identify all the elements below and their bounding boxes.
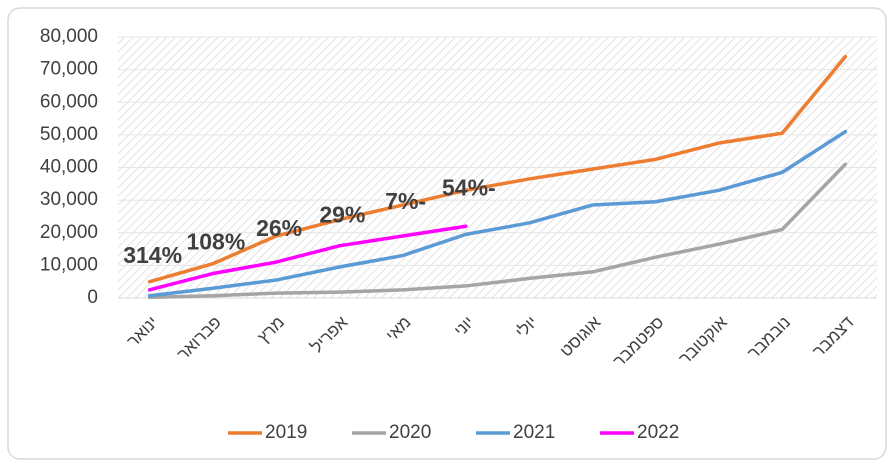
series-line <box>147 224 468 292</box>
y-tick-label: 50,000 <box>40 124 98 145</box>
annotation: 108% <box>186 229 245 255</box>
y-tick-label: 60,000 <box>40 91 98 112</box>
legend-label: 2020 <box>389 422 431 443</box>
y-tick-label: 80,000 <box>40 26 98 47</box>
y-tick-label: 20,000 <box>40 222 98 243</box>
y-tick-label: 0 <box>87 287 98 308</box>
y-tick-label: 30,000 <box>40 189 98 210</box>
series-line <box>147 129 848 298</box>
annotation: 54%- <box>442 175 496 201</box>
legend-label: 2021 <box>513 422 555 443</box>
y-tick-label: 10,000 <box>40 254 98 275</box>
annotation: 314% <box>123 242 182 268</box>
annotation: 26% <box>256 215 302 241</box>
annotation: 29% <box>319 202 365 228</box>
series-line <box>147 162 848 300</box>
legend-label: 2022 <box>637 422 679 443</box>
annotation: 7%- <box>385 188 426 214</box>
y-tick-label: 40,000 <box>40 157 98 178</box>
series-line <box>147 54 848 284</box>
legend-label: 2019 <box>265 422 307 443</box>
y-tick-label: 70,000 <box>40 59 98 80</box>
